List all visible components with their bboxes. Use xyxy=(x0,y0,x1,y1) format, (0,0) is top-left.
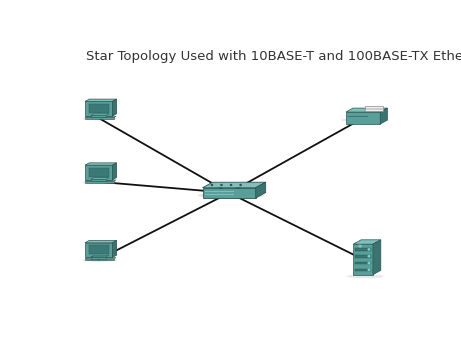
Bar xyxy=(355,269,372,271)
Bar xyxy=(346,112,380,124)
Bar xyxy=(91,116,106,117)
Polygon shape xyxy=(85,116,116,117)
Bar xyxy=(91,257,106,259)
Polygon shape xyxy=(256,182,266,198)
Bar xyxy=(89,245,109,254)
Polygon shape xyxy=(85,258,116,259)
Bar xyxy=(348,116,368,117)
Ellipse shape xyxy=(341,118,389,122)
Bar xyxy=(202,188,256,198)
Polygon shape xyxy=(373,240,381,275)
Bar xyxy=(89,167,109,177)
Polygon shape xyxy=(85,180,116,181)
Bar xyxy=(85,165,112,180)
Polygon shape xyxy=(91,114,109,116)
Ellipse shape xyxy=(198,193,265,198)
Circle shape xyxy=(368,249,370,250)
Ellipse shape xyxy=(83,181,117,184)
Bar xyxy=(85,243,112,257)
Bar xyxy=(85,181,114,183)
Ellipse shape xyxy=(83,117,117,120)
Circle shape xyxy=(359,245,361,247)
Bar xyxy=(85,259,114,261)
Circle shape xyxy=(368,262,370,264)
Bar xyxy=(355,262,372,265)
Polygon shape xyxy=(112,163,117,180)
Circle shape xyxy=(368,269,370,270)
Polygon shape xyxy=(91,255,109,257)
Polygon shape xyxy=(202,182,266,188)
Polygon shape xyxy=(91,178,109,179)
Polygon shape xyxy=(365,106,384,111)
Ellipse shape xyxy=(83,258,117,262)
Bar xyxy=(205,191,235,192)
Bar xyxy=(205,194,235,195)
Polygon shape xyxy=(380,108,387,124)
Polygon shape xyxy=(112,99,117,116)
Ellipse shape xyxy=(347,274,384,278)
Bar xyxy=(89,104,109,113)
Bar xyxy=(85,102,112,116)
Bar xyxy=(91,179,106,181)
Polygon shape xyxy=(346,108,387,112)
Text: Star Topology Used with 10BASE-T and 100BASE-TX Ethernet: Star Topology Used with 10BASE-T and 100… xyxy=(86,50,461,63)
Polygon shape xyxy=(85,240,117,243)
Polygon shape xyxy=(112,240,117,257)
Bar xyxy=(353,244,373,275)
Circle shape xyxy=(368,256,370,257)
Bar xyxy=(355,255,372,258)
Polygon shape xyxy=(353,240,381,244)
Bar xyxy=(85,117,114,119)
Polygon shape xyxy=(85,99,117,102)
Bar xyxy=(355,248,372,251)
Polygon shape xyxy=(85,163,117,165)
